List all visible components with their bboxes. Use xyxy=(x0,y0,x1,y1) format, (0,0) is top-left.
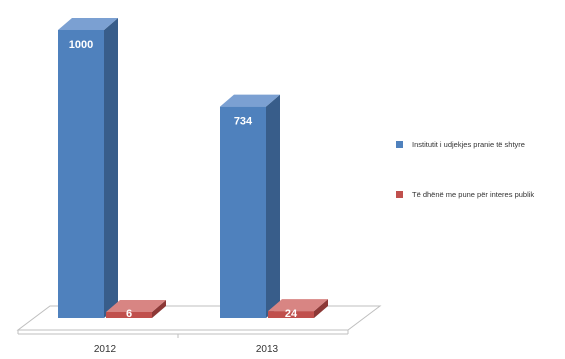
data-label-2012-series-2: 6 xyxy=(126,308,132,320)
bar-2012-series-1-front xyxy=(58,30,104,318)
bar-2013-series-1-side xyxy=(266,94,280,318)
legend-item-series-2: Të dhënë me pune për interes publik xyxy=(396,187,564,201)
legend-label-series-2: Të dhënë me pune për interes publik xyxy=(412,189,535,199)
legend-swatch-series-2 xyxy=(396,190,403,198)
bar-2012-series-2-side xyxy=(152,300,166,318)
legend-item-series-1: Institutit i udjekjes pranie të shtyre xyxy=(396,137,564,151)
bar-2013-series-1-top xyxy=(220,94,280,107)
bar-2013-series-2-front xyxy=(268,311,314,318)
legend: Institutit i udjekjes pranie të shtyre T… xyxy=(396,137,564,237)
x-tick-label-2012: 2012 xyxy=(94,344,117,355)
data-label-2013-series-1: 734 xyxy=(234,116,253,128)
legend-label-series-1: Institutit i udjekjes pranie të shtyre xyxy=(412,139,525,149)
bar-2013-series-1-front xyxy=(220,106,266,318)
bar-2012-series-2-top xyxy=(106,300,166,312)
bar-2013-series-2-top xyxy=(268,299,328,312)
data-labels-group: 1000 6 734 24 xyxy=(69,39,298,320)
data-label-2013-series-2: 24 xyxy=(285,308,298,320)
bar-2013-series-2-side xyxy=(314,299,328,318)
legend-swatch-series-1 xyxy=(396,140,403,148)
data-label-2012-series-1: 1000 xyxy=(69,39,93,51)
x-tick-label-2013: 2013 xyxy=(256,344,279,355)
bars-group xyxy=(58,18,328,318)
x-axis-ticks: 2012 2013 xyxy=(94,334,279,355)
bar-2012-series-2-front xyxy=(106,312,152,318)
bar-2012-series-1-side xyxy=(104,18,118,318)
bar-2012-series-1-top xyxy=(58,18,118,30)
